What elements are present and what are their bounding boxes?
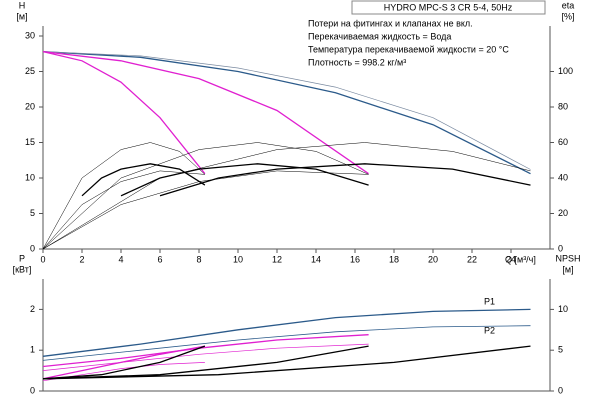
series-line [42, 308, 531, 357]
x-tick-label: 24 [506, 254, 516, 264]
x-tick-label: 6 [157, 254, 162, 264]
y2-tick-label: 5 [558, 345, 563, 355]
series-line [81, 163, 206, 197]
series-line [42, 50, 206, 175]
y-tick-label: 2 [30, 304, 35, 314]
y-unit: [м] [16, 11, 27, 21]
y-tick-label: 10 [25, 172, 35, 182]
series-line [42, 345, 206, 380]
x-tick-label: 4 [118, 254, 123, 264]
series-line [42, 142, 369, 250]
annotation: Потери на фитингах и клапанах не вкл. [308, 18, 473, 28]
y-tick-label: 1 [30, 345, 35, 355]
y2-tick-label: 10 [558, 304, 568, 314]
annotation: P1 [484, 296, 495, 306]
series-line [42, 51, 531, 170]
series-line [120, 163, 369, 197]
y-tick-label: 30 [25, 30, 35, 40]
y-label: H [19, 0, 26, 10]
series-line [42, 142, 206, 250]
series-line [42, 170, 369, 250]
x-tick-label: 2 [79, 254, 84, 264]
y-tick-label: 15 [25, 137, 35, 147]
x-label: Q [м³/ч] [505, 254, 536, 264]
x-tick-label: 16 [350, 254, 360, 264]
series-line [42, 325, 531, 361]
y2-unit: [м] [562, 264, 573, 274]
y2-tick-label: 60 [558, 137, 568, 147]
series-line [42, 50, 369, 175]
y2-tick-label: 80 [558, 101, 568, 111]
y2-label: eta [562, 0, 575, 10]
y2-unit: [%] [561, 11, 574, 21]
x-tick-label: 14 [311, 254, 321, 264]
y-unit: [кВт] [13, 264, 32, 274]
y-tick-label: 25 [25, 66, 35, 76]
annotation: P2 [484, 325, 495, 335]
annotation: Плотность = 998.2 кг/м³ [308, 57, 406, 67]
x-tick-label: 8 [196, 254, 201, 264]
series-line [42, 343, 369, 371]
x-tick-label: 18 [389, 254, 399, 264]
y-tick-label: 0 [30, 385, 35, 395]
series-line [42, 50, 531, 175]
series-line [42, 142, 531, 250]
annotation: Температура перекачиваемой жидкости = 20… [308, 44, 509, 54]
x-tick-label: 22 [467, 254, 477, 264]
y2-tick-label: 100 [558, 66, 573, 76]
chart-title: HYDRO MPC-S 3 CR 5-4, 50Hz [384, 2, 513, 12]
y2-tick-label: 0 [558, 385, 563, 395]
y-tick-label: 5 [30, 208, 35, 218]
title-box [351, 0, 546, 15]
x-tick-label: 20 [428, 254, 438, 264]
series-line [42, 170, 205, 250]
series-line [42, 345, 369, 380]
y2-tick-label: 40 [558, 172, 568, 182]
x-tick-label: 12 [272, 254, 282, 264]
series-line [42, 345, 531, 380]
x-tick-label: 0 [40, 254, 45, 264]
series-line [42, 345, 206, 380]
y-tick-label: 0 [30, 243, 35, 253]
x-tick-label: 10 [233, 254, 243, 264]
series-line [159, 163, 531, 197]
y-label: P [19, 253, 25, 263]
y2-label: NPSH [555, 253, 580, 263]
annotation: Перекачиваемая жидкость = Вода [308, 31, 451, 41]
y2-tick-label: 20 [558, 208, 568, 218]
y-tick-label: 20 [25, 101, 35, 111]
y2-tick-label: 0 [558, 243, 563, 253]
